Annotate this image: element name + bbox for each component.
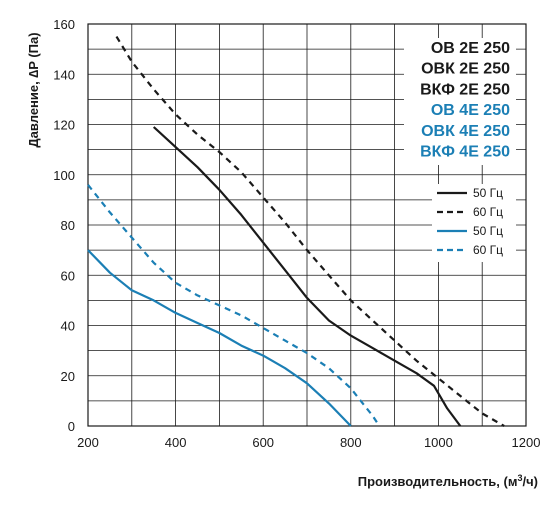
x-tick-label: 1000	[424, 435, 453, 450]
y-tick-label: 140	[53, 67, 75, 82]
x-tick-label: 400	[165, 435, 187, 450]
y-tick-label: 20	[61, 369, 75, 384]
x-tick-label: 200	[77, 435, 99, 450]
plot-frame	[87, 23, 527, 427]
model-label: ВКФ 4Е 250	[420, 144, 510, 161]
legend-label: 50 Гц	[473, 224, 503, 238]
legend-label: 60 Гц	[473, 205, 503, 219]
legend: 50 Гц 60 Гц 50 Гц 60 Гц	[437, 186, 503, 257]
model-label: ОВ 2Е 250	[431, 40, 510, 57]
model-label-box	[404, 38, 516, 165]
series-line	[87, 184, 381, 427]
legend-label: 60 Гц	[473, 243, 503, 257]
model-label: ОВ 4Е 250	[431, 102, 510, 119]
y-tick-label: 100	[53, 168, 75, 183]
legend-box	[432, 184, 516, 262]
x-tick-label: 1200	[512, 435, 541, 450]
x-axis-label: Производительность, (м3/ч)	[358, 473, 538, 489]
y-tick-label: 0	[68, 419, 75, 434]
y-axis-label: Давление, ∆P (Па)	[26, 32, 41, 147]
series-line	[87, 249, 352, 427]
y-tick-label: 120	[53, 118, 75, 133]
y-tick-labels: 0 20 40 60 80 100 120 140 160	[53, 17, 75, 434]
model-label: ОВК 2Е 250	[421, 61, 510, 78]
series-line	[152, 126, 462, 427]
y-tick-label: 80	[61, 218, 75, 233]
x-tick-label: 800	[340, 435, 362, 450]
x-tick-label: 600	[252, 435, 274, 450]
y-tick-label: 40	[61, 319, 75, 334]
legend-label: 50 Гц	[473, 186, 503, 200]
curves	[87, 36, 505, 427]
series-line	[115, 36, 505, 427]
model-label: ОВК 4Е 250	[421, 123, 510, 140]
model-label: ВКФ 2Е 250	[420, 81, 510, 98]
y-tick-label: 60	[61, 268, 75, 283]
y-tick-label: 160	[53, 17, 75, 32]
model-labels: ОВ 2Е 250 ОВК 2Е 250 ВКФ 2Е 250 ОВ 4Е 250 ОВ…	[420, 40, 510, 161]
x-tick-labels: 200 400 600 800 1000 1200	[77, 435, 540, 450]
